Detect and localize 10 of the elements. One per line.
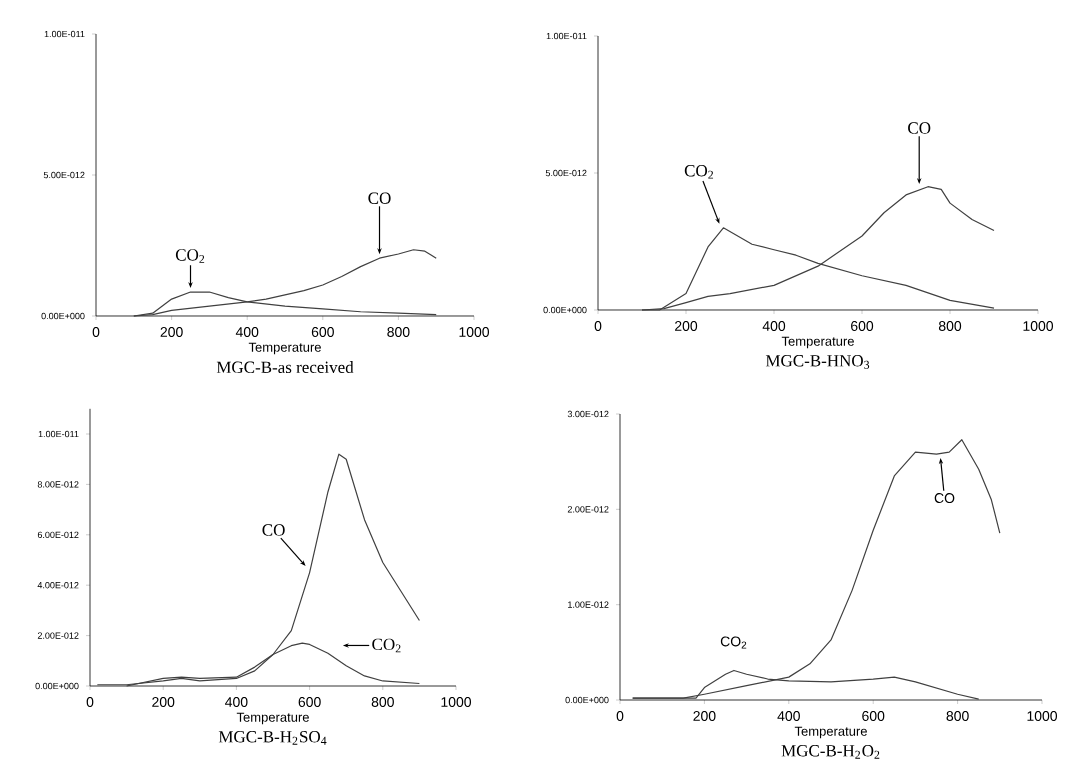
annotation: CO <box>908 122 931 134</box>
text: MGC-B-as received <box>216 361 354 374</box>
text: MGC-B-H$_{2}$O$_{2}$ <box>781 745 880 759</box>
text: MGC-B-HNO$_{3}$ <box>765 355 870 369</box>
annotation: CO <box>368 192 391 204</box>
annotation: CO$_{2}$ <box>175 249 205 263</box>
annotation: CO$_{2}$ <box>684 164 714 179</box>
text: MGC-B-H$_{2}$SO$_{4}$ <box>218 731 327 745</box>
annotation: CO$_{2}$ <box>372 638 401 653</box>
annotation: CO <box>262 524 285 536</box>
